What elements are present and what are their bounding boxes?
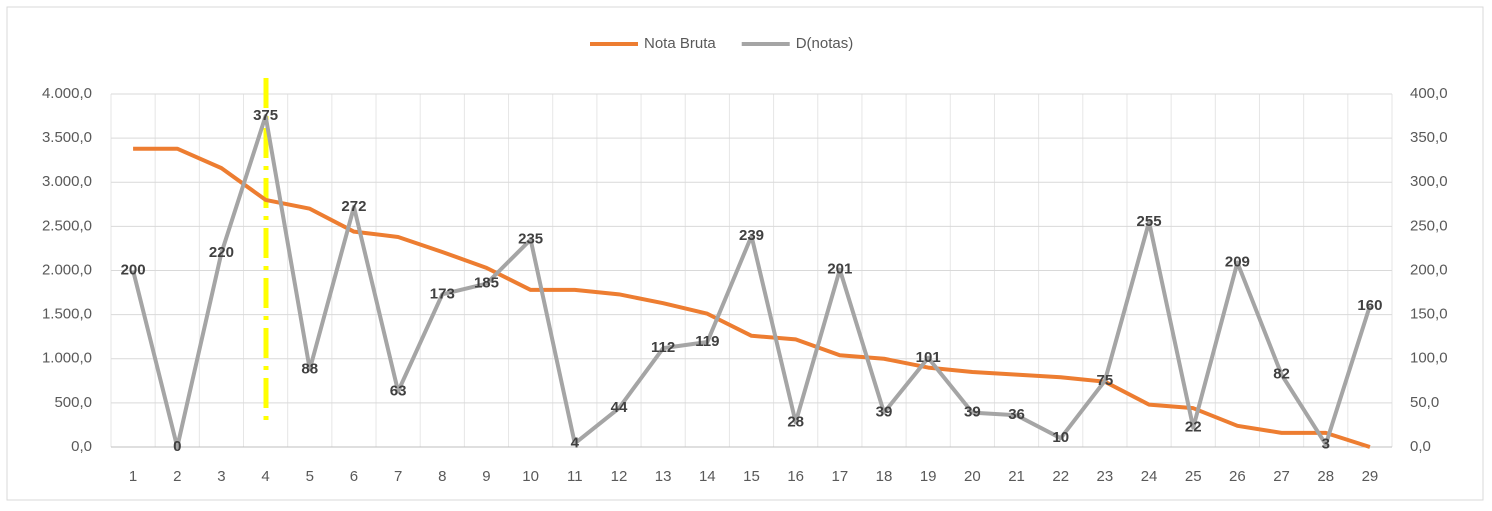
data-label: 3 bbox=[1322, 435, 1330, 452]
x-tick-label: 20 bbox=[964, 468, 981, 485]
x-tick-label: 15 bbox=[743, 468, 760, 485]
y2-tick-label: 250,0 bbox=[1410, 217, 1448, 234]
x-tick-label: 21 bbox=[1008, 468, 1025, 485]
y2-tick-label: 150,0 bbox=[1410, 306, 1448, 323]
x-tick-label: 17 bbox=[832, 468, 849, 485]
x-tick-label: 2 bbox=[173, 468, 181, 485]
x-tick-label: 22 bbox=[1052, 468, 1069, 485]
series-line bbox=[131, 114, 1372, 449]
data-label: 39 bbox=[876, 404, 893, 421]
data-label: 10 bbox=[1052, 429, 1069, 446]
data-label: 119 bbox=[695, 333, 719, 350]
x-tick-label: 10 bbox=[522, 468, 539, 485]
y-tick-label: 3.500,0 bbox=[42, 129, 92, 146]
data-label: 185 bbox=[474, 275, 499, 292]
x-tick-label: 25 bbox=[1185, 468, 1202, 485]
x-tick-label: 12 bbox=[611, 468, 628, 485]
data-label: 209 bbox=[1225, 254, 1250, 271]
data-label: 101 bbox=[916, 349, 941, 366]
x-tick-label: 1 bbox=[129, 468, 137, 485]
data-label: 75 bbox=[1097, 372, 1114, 389]
y2-tick-label: 350,0 bbox=[1410, 129, 1448, 146]
data-label: 173 bbox=[430, 285, 455, 302]
data-label: 63 bbox=[390, 382, 407, 399]
y2-tick-label: 0,0 bbox=[1410, 438, 1431, 455]
x-tick-label: 19 bbox=[920, 468, 937, 485]
data-label: 22 bbox=[1185, 419, 1202, 436]
data-label: 160 bbox=[1357, 297, 1382, 314]
x-tick-label: 23 bbox=[1097, 468, 1114, 485]
x-tick-label: 28 bbox=[1317, 468, 1334, 485]
legend: Nota Bruta D(notas) bbox=[590, 35, 853, 52]
data-label: 39 bbox=[964, 404, 981, 421]
y-tick-label: 2.500,0 bbox=[42, 217, 92, 234]
data-label: 220 bbox=[209, 244, 234, 261]
data-label: 28 bbox=[787, 413, 804, 430]
y-tick-label: 1.500,0 bbox=[42, 306, 92, 323]
data-label: 0 bbox=[173, 438, 181, 455]
x-tick-label: 26 bbox=[1229, 468, 1246, 485]
x-tick-label: 11 bbox=[567, 468, 583, 485]
x-tick-label: 9 bbox=[482, 468, 490, 485]
x-tick-label: 29 bbox=[1362, 468, 1379, 485]
y2-tick-label: 300,0 bbox=[1410, 173, 1448, 190]
x-tick-label: 27 bbox=[1273, 468, 1290, 485]
x-tick-label: 4 bbox=[261, 468, 269, 485]
y-tick-label: 3.000,0 bbox=[42, 173, 92, 190]
x-tick-label: 14 bbox=[699, 468, 716, 485]
x-tick-label: 5 bbox=[306, 468, 314, 485]
legend-label: D(notas) bbox=[796, 35, 854, 52]
y-tick-label: 500,0 bbox=[54, 394, 92, 411]
data-label: 88 bbox=[301, 360, 318, 377]
y-tick-label: 0,0 bbox=[71, 438, 92, 455]
y2-tick-label: 400,0 bbox=[1410, 85, 1448, 102]
x-tick-label: 18 bbox=[876, 468, 893, 485]
x-tick-label: 8 bbox=[438, 468, 446, 485]
data-label: 255 bbox=[1137, 213, 1162, 230]
y2-tick-label: 50,0 bbox=[1410, 394, 1439, 411]
data-label: 201 bbox=[827, 261, 852, 278]
x-tick-label: 3 bbox=[217, 468, 225, 485]
data-label: 36 bbox=[1008, 406, 1025, 423]
data-label: 375 bbox=[253, 107, 278, 124]
data-label: 239 bbox=[739, 227, 764, 244]
data-label: 4 bbox=[571, 434, 580, 451]
data-label: 44 bbox=[611, 399, 628, 416]
y-tick-label: 1.000,0 bbox=[42, 350, 92, 367]
legend-label: Nota Bruta bbox=[644, 35, 716, 52]
x-tick-label: 13 bbox=[655, 468, 672, 485]
series-line bbox=[133, 146, 1371, 449]
y-tick-label: 2.000,0 bbox=[42, 261, 92, 278]
data-label: 200 bbox=[121, 261, 146, 278]
x-tick-label: 24 bbox=[1141, 468, 1158, 485]
y2-tick-label: 100,0 bbox=[1410, 350, 1448, 367]
y-tick-label: 4.000,0 bbox=[42, 85, 92, 102]
x-tick-label: 6 bbox=[350, 468, 358, 485]
data-label: 235 bbox=[518, 231, 543, 248]
data-label: 272 bbox=[341, 198, 366, 215]
y2-tick-label: 200,0 bbox=[1410, 261, 1448, 278]
x-tick-label: 16 bbox=[787, 468, 804, 485]
data-label: 112 bbox=[651, 339, 675, 356]
x-tick-label: 7 bbox=[394, 468, 402, 485]
data-label: 82 bbox=[1273, 366, 1290, 383]
